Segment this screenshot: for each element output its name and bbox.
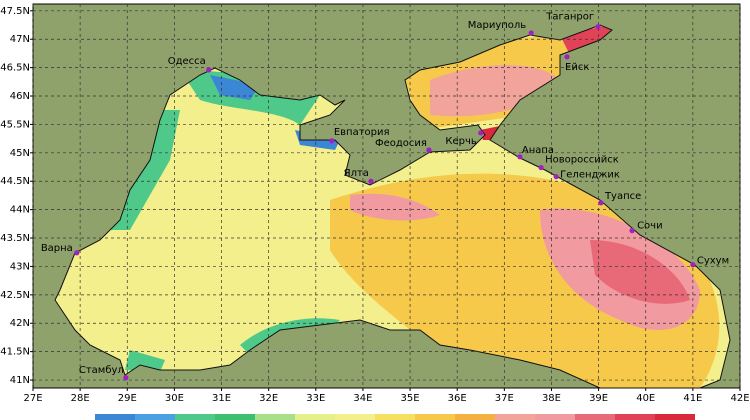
y-tick-label: 45N bbox=[10, 148, 30, 159]
coastline bbox=[59, 24, 731, 389]
city-label: Евпатория bbox=[334, 127, 390, 138]
y-tick-label: 47.5N bbox=[0, 6, 30, 17]
city-label: Стамбул bbox=[79, 365, 124, 376]
y-tick-label: 44N bbox=[10, 205, 30, 216]
x-tick-label: 27E bbox=[23, 393, 42, 404]
city-label: Анапа bbox=[522, 145, 554, 156]
y-tick-label: 42.5N bbox=[0, 290, 30, 301]
colorbar bbox=[95, 414, 695, 420]
x-tick-label: 36E bbox=[448, 393, 467, 404]
x-tick-label: 31E bbox=[212, 393, 231, 404]
city-marker bbox=[528, 30, 534, 36]
city-marker bbox=[329, 138, 335, 144]
city-marker bbox=[517, 154, 523, 160]
y-tick-label: 45.5N bbox=[0, 119, 30, 130]
x-tick-label: 37E bbox=[495, 393, 514, 404]
y-tick-label: 41N bbox=[10, 375, 30, 386]
city-marker bbox=[598, 200, 604, 206]
city-label: Ейск bbox=[565, 62, 589, 73]
x-tick-label: 29E bbox=[118, 393, 137, 404]
city-marker bbox=[368, 178, 374, 184]
x-tick-label: 42E bbox=[730, 393, 749, 404]
city-label: Новороссийск bbox=[545, 155, 619, 166]
city-marker bbox=[538, 164, 544, 171]
city-marker bbox=[595, 24, 601, 30]
city-marker bbox=[123, 375, 129, 381]
city-label: Феодосия bbox=[375, 138, 427, 149]
city-label: Сухум bbox=[697, 256, 729, 267]
city-label: Геленджик bbox=[560, 170, 620, 181]
city-marker bbox=[564, 54, 570, 60]
x-tick-label: 28E bbox=[71, 393, 90, 404]
y-tick-label: 46N bbox=[10, 91, 30, 102]
y-tick-label: 43N bbox=[10, 261, 30, 272]
city-label: Сочи bbox=[637, 221, 663, 232]
x-tick-label: 41E bbox=[683, 393, 702, 404]
city-label: Мариуполь bbox=[468, 20, 527, 31]
city-label: Одесса bbox=[168, 56, 206, 67]
y-tick-label: 44.5N bbox=[0, 176, 30, 187]
y-tick-label: 43.5N bbox=[0, 233, 30, 244]
city-marker bbox=[426, 147, 432, 153]
x-tick-label: 35E bbox=[401, 393, 420, 404]
city-label: Туапсе bbox=[604, 191, 641, 202]
x-tick-label: 30E bbox=[165, 393, 184, 404]
axes: 27E 28E 29E 30E 31E 32E 33E 34E 35E 36E 37E 38E 39E 4… bbox=[0, 4, 750, 404]
city-marker bbox=[206, 67, 212, 73]
city-label: Ялта bbox=[344, 168, 369, 179]
x-tick-label: 40E bbox=[636, 393, 655, 404]
city-label: Керчь bbox=[445, 136, 477, 147]
y-tick-label: 47N bbox=[10, 34, 30, 45]
city-marker bbox=[690, 262, 696, 268]
y-tick-label: 41.5N bbox=[0, 347, 30, 358]
x-tick-label: 33E bbox=[306, 393, 325, 404]
y-tick-label: 46.5N bbox=[0, 63, 30, 74]
city-marker bbox=[74, 250, 80, 256]
city-label: Варна bbox=[41, 243, 73, 254]
x-tick-label: 38E bbox=[542, 393, 561, 404]
city-marker bbox=[629, 228, 635, 234]
x-tick-label: 34E bbox=[353, 393, 372, 404]
city-marker bbox=[478, 130, 484, 136]
city-marker bbox=[553, 174, 559, 180]
coastline bbox=[54, 289, 700, 389]
x-tick-label: 39E bbox=[589, 393, 608, 404]
y-tick-label: 42N bbox=[10, 318, 30, 329]
x-tick-label: 32E bbox=[259, 393, 278, 404]
cities: Одесса Мариуполь Таганрог Ейск ЕвпаторияФеод… bbox=[41, 12, 729, 381]
city-label: Таганрог bbox=[545, 12, 594, 23]
